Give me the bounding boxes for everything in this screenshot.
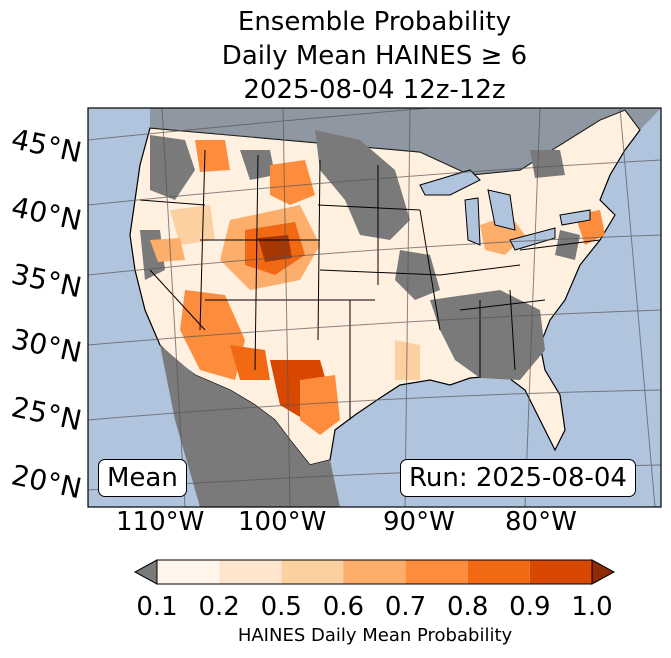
colorbar-over-arrow: [591, 559, 616, 585]
mean-badge: Mean: [98, 459, 187, 497]
colorbar-tick-label: 0.5: [260, 592, 302, 622]
chart-title-line3: 2025-08-04 12z-12z: [243, 75, 506, 105]
colorbar-bin: [343, 560, 406, 584]
great-lakes: [419, 169, 591, 251]
colorbar-tick-label: 0.7: [384, 592, 427, 622]
colorbar-tick-label: 0.8: [447, 592, 489, 622]
colorbar-bin: [157, 560, 220, 584]
colorbar-frame: [156, 559, 593, 585]
run-date-badge: Run: 2025-08-04: [400, 459, 636, 497]
colorbar-bin: [405, 560, 468, 584]
colorbar-title: HAINES Daily Mean Probability: [237, 625, 513, 646]
colorbar-tick-label: 0.2: [198, 592, 240, 622]
colorbar-tick-label: 1.0: [571, 592, 613, 622]
lon-label-110w: 110°W: [116, 507, 205, 537]
lon-label-80w: 80°W: [505, 507, 577, 537]
chart-title-line2: Daily Mean HAINES ≥ 6: [221, 41, 528, 71]
state-boundaries: [139, 149, 601, 420]
colorbar-tick-label: 0.9: [509, 592, 551, 622]
no-data-patches: [140, 130, 580, 380]
chart-title-line1: Ensemble Probability: [237, 7, 512, 37]
colorbar-bin: [529, 560, 592, 584]
colorbar-tick-label: 0.6: [322, 592, 365, 622]
colorbar: [133, 559, 616, 585]
map-frame: [87, 107, 662, 508]
graticule: [88, 108, 661, 507]
colorbar-tick-label: 0.1: [136, 592, 178, 622]
colorbar-bin: [281, 560, 344, 584]
colorbar-bin: [467, 560, 530, 584]
colorbar-under-arrow: [133, 559, 158, 585]
lon-label-90w: 90°W: [383, 507, 455, 537]
mexico-land: [160, 345, 340, 507]
colorbar-bin: [219, 560, 282, 584]
lon-label-100w: 100°W: [238, 507, 327, 537]
